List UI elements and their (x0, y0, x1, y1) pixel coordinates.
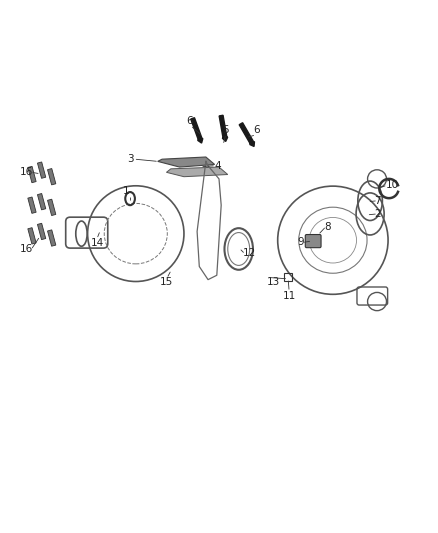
Text: 6: 6 (186, 116, 193, 126)
FancyArrow shape (191, 118, 203, 143)
Text: 4: 4 (215, 161, 221, 171)
Text: 13: 13 (267, 278, 280, 287)
Polygon shape (38, 162, 46, 179)
Polygon shape (38, 223, 46, 240)
Polygon shape (28, 197, 36, 213)
Text: 10: 10 (385, 181, 399, 190)
FancyArrow shape (239, 123, 254, 147)
Text: 8: 8 (324, 222, 331, 232)
Polygon shape (48, 199, 56, 215)
Text: 16: 16 (20, 244, 33, 254)
FancyBboxPatch shape (305, 235, 321, 248)
Text: 3: 3 (127, 154, 134, 164)
Text: 15: 15 (160, 278, 173, 287)
Text: 11: 11 (283, 290, 296, 301)
Polygon shape (48, 230, 56, 246)
Text: 2: 2 (374, 209, 381, 219)
Polygon shape (166, 167, 228, 177)
Text: 7: 7 (374, 196, 381, 206)
Text: 5: 5 (222, 125, 229, 135)
Text: 16: 16 (20, 167, 33, 177)
Polygon shape (28, 228, 36, 244)
Text: 14: 14 (91, 238, 104, 248)
Polygon shape (48, 168, 56, 185)
Polygon shape (158, 157, 215, 167)
Text: 9: 9 (298, 237, 304, 247)
Text: 1: 1 (123, 187, 129, 197)
FancyArrow shape (219, 115, 228, 141)
Polygon shape (28, 166, 36, 183)
Polygon shape (38, 193, 46, 210)
Text: 12: 12 (243, 248, 256, 259)
Text: 6: 6 (253, 125, 260, 135)
